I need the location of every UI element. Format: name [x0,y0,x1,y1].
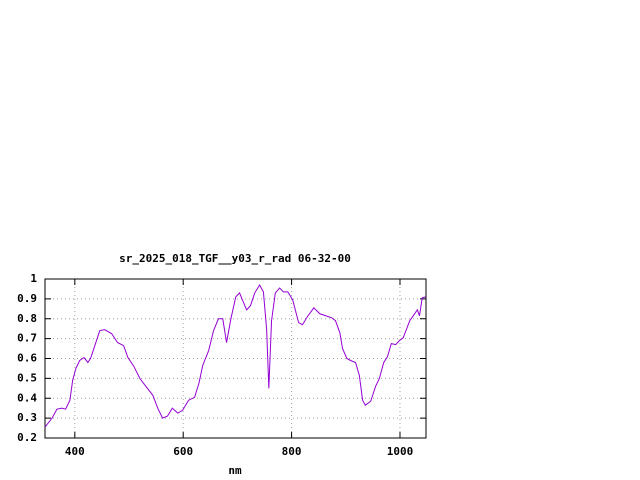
x-tick-label: 600 [173,445,193,458]
y-tick-label: 0.6 [17,352,37,365]
y-tick-label: 0.2 [17,431,37,444]
x-tick-label: 400 [65,445,85,458]
plot-frame [44,278,427,439]
data-line [44,283,426,428]
y-tick-label: 0.3 [17,411,37,424]
y-tick-label: 0.5 [17,371,37,384]
y-tick-label: 0.9 [17,292,37,305]
x-tick-label: 800 [282,445,302,458]
y-tick-label: 0.8 [17,312,37,325]
x-axis-label: nm [228,464,242,477]
y-tick-label: 1 [30,272,37,285]
y-tick-label: 0.4 [17,391,37,404]
chart-title: sr_2025_018_TGF__y03_r_rad 06-32-00 [119,252,351,265]
y-tick-label: 0.7 [17,332,37,345]
x-tick-label: 1000 [387,445,414,458]
